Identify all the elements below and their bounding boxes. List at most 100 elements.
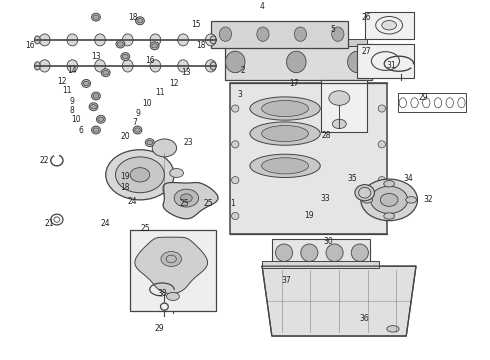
- Ellipse shape: [275, 244, 293, 261]
- Text: 10: 10: [143, 99, 152, 108]
- Text: 11: 11: [62, 86, 72, 95]
- Text: 35: 35: [347, 174, 357, 183]
- Circle shape: [135, 128, 141, 132]
- Ellipse shape: [384, 180, 394, 187]
- Text: 20: 20: [121, 132, 130, 141]
- Text: 29: 29: [418, 93, 428, 102]
- Text: 37: 37: [282, 276, 292, 285]
- Ellipse shape: [39, 34, 50, 46]
- Ellipse shape: [326, 244, 343, 261]
- Circle shape: [161, 252, 181, 266]
- Circle shape: [180, 194, 192, 202]
- Ellipse shape: [351, 244, 368, 261]
- Circle shape: [380, 193, 398, 206]
- Text: 16: 16: [25, 41, 35, 50]
- Text: 34: 34: [404, 174, 414, 183]
- Circle shape: [130, 168, 150, 182]
- Circle shape: [137, 19, 143, 23]
- Circle shape: [91, 104, 97, 109]
- Ellipse shape: [347, 51, 367, 73]
- Ellipse shape: [210, 62, 216, 70]
- Ellipse shape: [210, 36, 216, 44]
- Text: 30: 30: [323, 237, 333, 246]
- Text: 1: 1: [230, 199, 235, 208]
- Circle shape: [361, 179, 417, 221]
- Text: 17: 17: [289, 79, 299, 88]
- Bar: [230, 84, 387, 234]
- Ellipse shape: [178, 60, 189, 72]
- Ellipse shape: [262, 126, 309, 141]
- Ellipse shape: [301, 244, 318, 261]
- Circle shape: [116, 157, 164, 193]
- Ellipse shape: [122, 34, 133, 46]
- Ellipse shape: [178, 34, 189, 46]
- Text: 24: 24: [128, 197, 137, 206]
- Ellipse shape: [67, 34, 78, 46]
- Text: 15: 15: [191, 20, 201, 29]
- Ellipse shape: [262, 100, 309, 117]
- Text: 32: 32: [423, 195, 433, 204]
- Ellipse shape: [136, 17, 145, 25]
- Circle shape: [122, 54, 128, 59]
- Ellipse shape: [387, 326, 399, 332]
- Ellipse shape: [150, 34, 161, 46]
- Circle shape: [152, 44, 158, 48]
- Text: 10: 10: [72, 115, 81, 124]
- Ellipse shape: [146, 139, 154, 147]
- Ellipse shape: [220, 27, 232, 41]
- Ellipse shape: [382, 21, 396, 30]
- Text: 12: 12: [57, 77, 67, 86]
- Ellipse shape: [332, 27, 344, 41]
- Ellipse shape: [250, 97, 320, 120]
- Circle shape: [103, 71, 109, 75]
- Ellipse shape: [406, 197, 416, 203]
- Ellipse shape: [362, 197, 372, 203]
- Circle shape: [106, 150, 174, 200]
- Ellipse shape: [34, 62, 40, 70]
- Bar: [365, 12, 414, 39]
- Text: 36: 36: [360, 314, 369, 323]
- Ellipse shape: [89, 103, 98, 111]
- Text: 9: 9: [135, 109, 140, 118]
- Circle shape: [93, 15, 99, 19]
- Ellipse shape: [92, 126, 100, 134]
- Text: 19: 19: [304, 211, 313, 220]
- Ellipse shape: [378, 141, 386, 148]
- Text: 25: 25: [179, 199, 189, 208]
- Text: 28: 28: [321, 131, 331, 140]
- Ellipse shape: [257, 27, 269, 41]
- Text: 13: 13: [182, 68, 191, 77]
- Ellipse shape: [287, 51, 306, 73]
- Ellipse shape: [82, 80, 91, 87]
- Text: 19: 19: [121, 172, 130, 181]
- Ellipse shape: [232, 177, 239, 184]
- Ellipse shape: [205, 60, 216, 72]
- Ellipse shape: [250, 122, 320, 145]
- Ellipse shape: [122, 60, 133, 72]
- Ellipse shape: [355, 185, 374, 201]
- Ellipse shape: [92, 13, 100, 21]
- Ellipse shape: [95, 60, 105, 72]
- Circle shape: [174, 189, 198, 207]
- Text: 8: 8: [69, 106, 74, 115]
- Ellipse shape: [225, 51, 245, 73]
- Ellipse shape: [116, 40, 125, 48]
- Bar: [398, 94, 466, 112]
- Circle shape: [83, 81, 89, 86]
- Ellipse shape: [262, 158, 309, 174]
- Ellipse shape: [95, 34, 105, 46]
- Ellipse shape: [205, 34, 216, 46]
- Bar: [357, 44, 414, 78]
- Text: 21: 21: [45, 219, 54, 228]
- Ellipse shape: [329, 91, 350, 105]
- Text: 4: 4: [260, 2, 265, 11]
- Text: 6: 6: [79, 126, 84, 135]
- Ellipse shape: [378, 177, 386, 184]
- Circle shape: [118, 42, 123, 46]
- Text: 16: 16: [145, 56, 154, 65]
- Bar: [211, 21, 347, 48]
- Text: 12: 12: [170, 79, 179, 88]
- Text: 9: 9: [69, 97, 74, 106]
- Ellipse shape: [332, 119, 346, 129]
- Text: 25: 25: [203, 199, 213, 208]
